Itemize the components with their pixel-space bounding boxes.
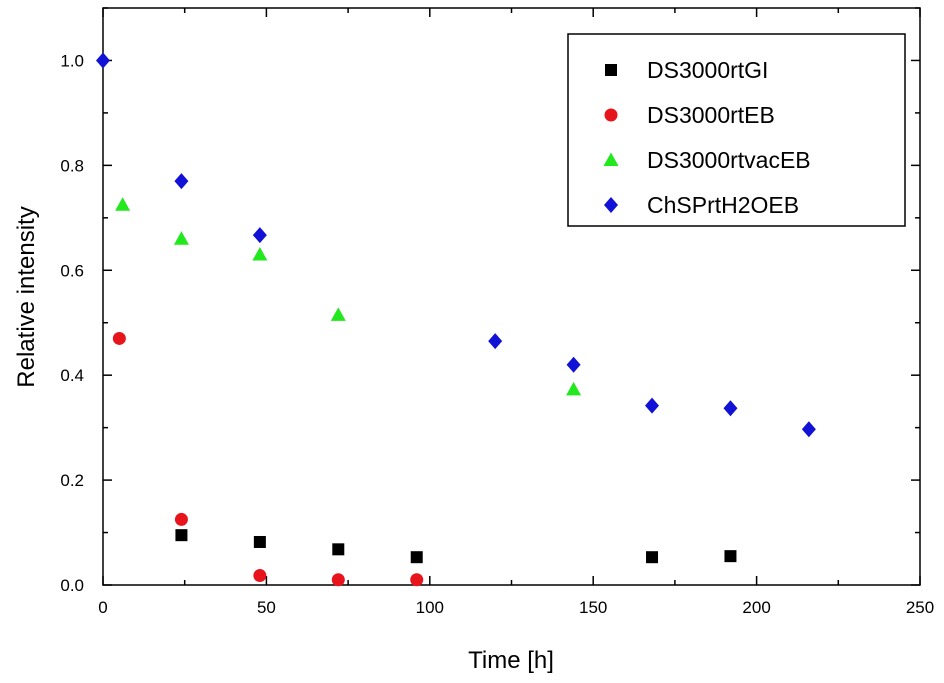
legend-label: DS3000rtvacEB [647,147,811,173]
data-point [175,529,188,542]
legend-marker [604,197,618,213]
legend-label: DS3000rtEB [647,102,775,128]
tick-labels: 0 50 100 150 200 250 0.0 0.2 0.4 0.6 0.8 1.0 [60,51,934,617]
data-point [174,173,189,190]
data-point [173,231,189,245]
data-point [410,551,423,564]
series-circle [112,331,424,587]
data-point [488,333,503,350]
x-tick-label: 250 [906,598,934,617]
y-tick-label: 0.4 [60,366,84,385]
legend: DS3000rtGI DS3000rtEB DS3000rtvacEB ChSPrtH… [567,33,906,227]
data-point [332,543,345,556]
data-point [112,331,126,345]
data-point [252,247,268,261]
legend-marker [605,64,617,76]
y-tick-label: 0.0 [60,576,84,595]
legend-box [567,33,906,227]
data-point [724,550,737,563]
y-tick-label: 0.6 [60,261,84,280]
series-diamond [96,52,816,438]
legend-marker [604,108,618,122]
x-tick-label: 200 [742,598,770,617]
data-point [566,356,581,373]
x-tick-label: 50 [257,598,276,617]
data-point [801,421,816,438]
y-axis-title: Relative intensity [13,206,40,387]
data-point [252,227,267,244]
data-point [253,569,267,583]
x-tick-label: 100 [416,598,444,617]
series-triangle [115,197,582,396]
y-tick-label: 1.0 [60,51,84,70]
x-axis-title: Time [h] [468,647,554,674]
data-point [566,381,582,396]
data-points [96,52,816,587]
data-point [646,551,659,564]
y-tick-label: 0.2 [60,471,84,490]
series-square [175,529,737,564]
data-point [410,573,424,587]
data-point [645,397,660,414]
data-point [330,307,346,321]
x-tick-label: 0 [98,598,107,617]
data-point [723,400,738,417]
y-tick-label: 0.8 [60,156,84,175]
legend-items: DS3000rtGI DS3000rtEB DS3000rtvacEB ChSPrtH… [603,57,811,218]
data-point [253,535,266,548]
legend-label: DS3000rtGI [647,57,768,83]
data-point [96,52,110,69]
x-tick-label: 150 [579,598,607,617]
data-point [331,573,345,587]
data-point [174,512,188,526]
data-point [115,197,131,211]
legend-marker [603,152,619,166]
legend-label: ChSPrtH2OEB [647,192,799,218]
